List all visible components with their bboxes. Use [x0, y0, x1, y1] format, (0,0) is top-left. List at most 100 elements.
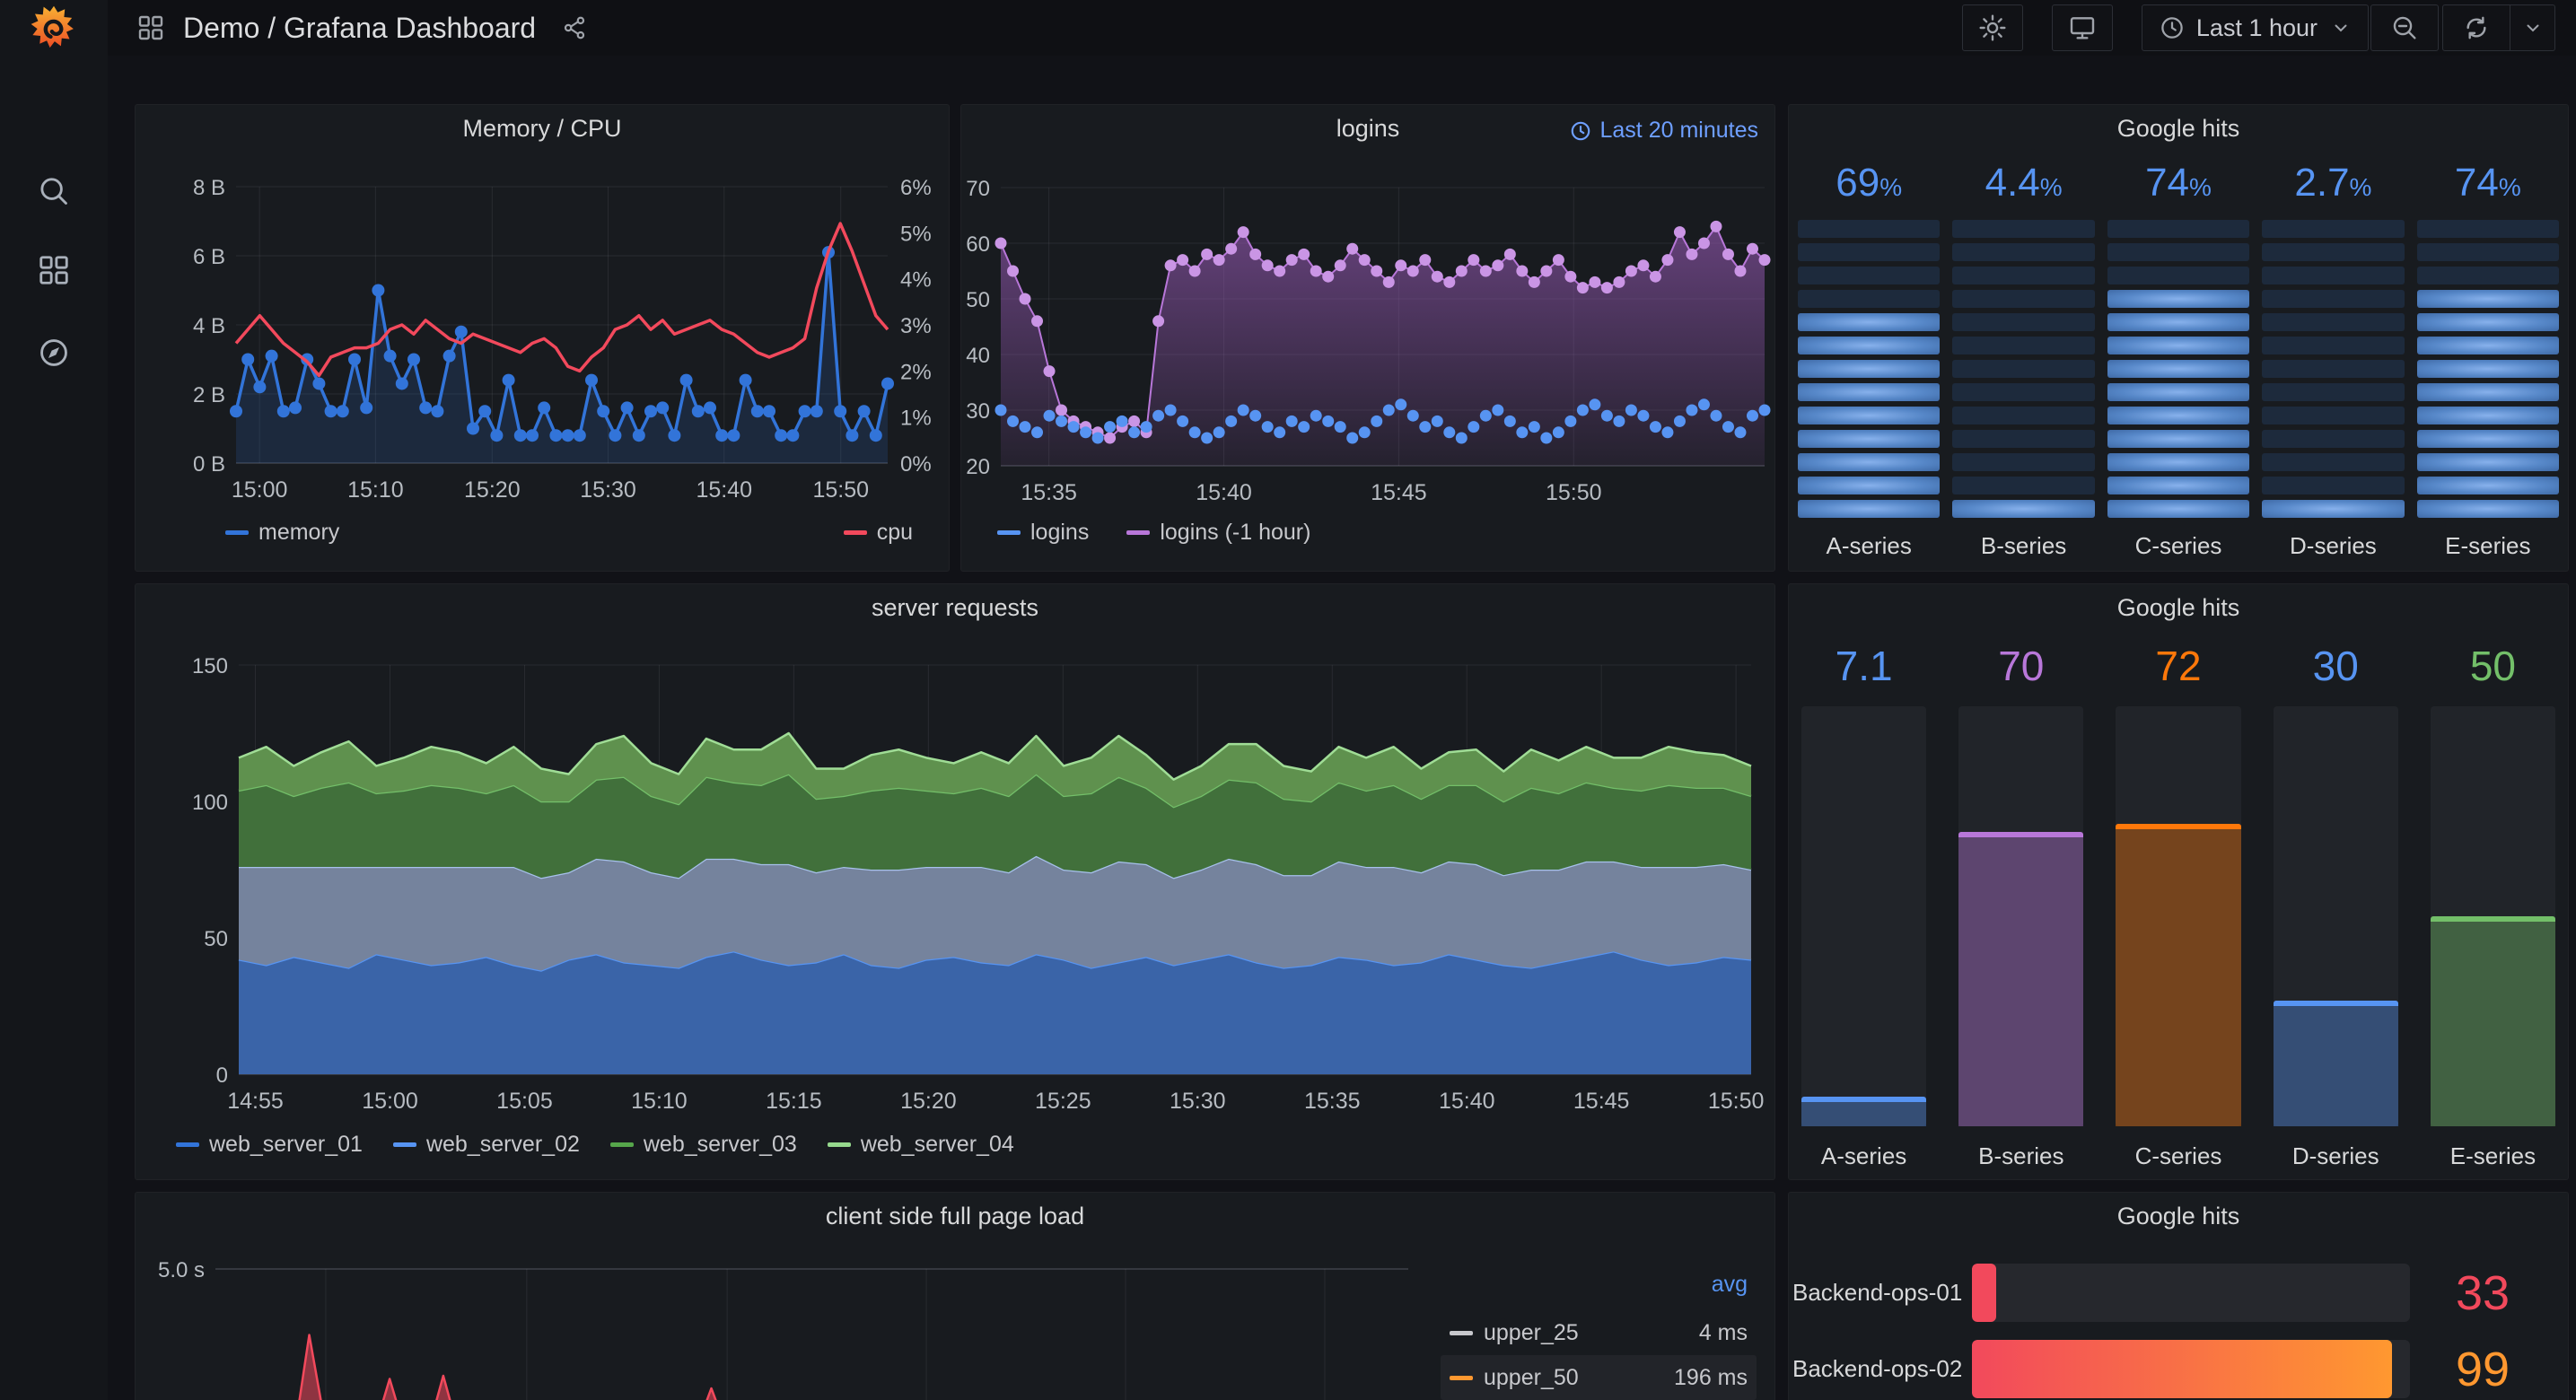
- panel-title[interactable]: logins: [1336, 114, 1400, 142]
- tv-mode-button[interactable]: [2051, 4, 2113, 51]
- bar-value: 72: [2155, 643, 2202, 689]
- svg-text:15:00: 15:00: [232, 477, 288, 503]
- dashboards-button[interactable]: [0, 237, 108, 303]
- svg-text:60: 60: [966, 232, 990, 257]
- legend-item-web-server-04[interactable]: web_server_04: [827, 1132, 1014, 1158]
- legend-item-web-server-01[interactable]: web_server_01: [176, 1132, 363, 1158]
- gauge-cell: [1798, 500, 1941, 518]
- legend-row-upper-50[interactable]: upper_50 196 ms: [1441, 1355, 1757, 1400]
- panel-title[interactable]: Google hits: [2116, 1202, 2240, 1229]
- svg-text:15:20: 15:20: [900, 1089, 957, 1114]
- gauge-cell: [1798, 383, 1941, 401]
- panel-title[interactable]: Memory / CPU: [462, 114, 622, 142]
- memory-cpu-chart[interactable]: 0 B 2 B 4 B 6 B 8 B 0% 1% 2% 3% 4% 5% 6% 15:00 15:10 1…: [136, 105, 951, 573]
- share-icon: [564, 16, 585, 39]
- gauge-cells: [1952, 220, 2095, 518]
- legend-item-logins[interactable]: logins: [997, 520, 1089, 546]
- svg-text:2%: 2%: [900, 360, 932, 384]
- svg-text:0: 0: [216, 1063, 228, 1088]
- grafana-logo[interactable]: [0, 4, 108, 55]
- gauge-cell: [2107, 453, 2250, 471]
- refresh-button-group: [2442, 4, 2555, 51]
- svg-text:15:40: 15:40: [1196, 480, 1252, 505]
- bar-value: 70: [1998, 643, 2045, 689]
- bar-label: C-series: [2134, 1142, 2222, 1169]
- legend-item-web-server-03[interactable]: web_server_03: [609, 1132, 797, 1158]
- dashboard-settings-button[interactable]: [1961, 4, 2023, 51]
- panel-title[interactable]: server requests: [871, 593, 1039, 621]
- bar-label: A-series: [1820, 1142, 1907, 1169]
- gauge-cell: [2416, 383, 2560, 401]
- share-button[interactable]: [561, 14, 588, 41]
- panel-time-override: Last 20 minutes: [1569, 118, 1758, 144]
- svg-text:15:50: 15:50: [1546, 480, 1602, 505]
- gauge-cell: [2416, 360, 2560, 378]
- legend-item-logins-prev[interactable]: logins (-1 hour): [1126, 520, 1310, 546]
- gauge-cells: [1798, 220, 1941, 518]
- gauge-cell: [2107, 290, 2250, 308]
- gauge-cell: [1798, 337, 1941, 354]
- svg-text:15:15: 15:15: [766, 1089, 822, 1114]
- logins-chart[interactable]: 20 30 40 50 60 70 15:35 15:40 15:45 15:50: [961, 105, 1776, 573]
- gauge-cell: [1952, 477, 2095, 494]
- gauge-cell: [2416, 267, 2560, 284]
- refresh-button[interactable]: [2442, 4, 2510, 51]
- bar-fill: [1958, 832, 2084, 1126]
- gauge-cell: [1952, 383, 2095, 401]
- refresh-interval-dropdown[interactable]: [2510, 4, 2555, 51]
- svg-text:15:35: 15:35: [1304, 1089, 1361, 1114]
- legend-item-cpu[interactable]: cpu: [843, 520, 913, 546]
- bar-fill: [2273, 1000, 2398, 1126]
- legend-item-memory[interactable]: memory: [225, 520, 339, 546]
- svg-text:100: 100: [192, 791, 228, 815]
- gauge-cell: [2262, 383, 2405, 401]
- gauge-label: C-series: [2134, 532, 2222, 559]
- gauge-cell: [2107, 243, 2250, 261]
- explore-button[interactable]: [0, 319, 108, 386]
- zoom-out-button[interactable]: [2370, 4, 2439, 51]
- panel-title[interactable]: Google hits: [2116, 114, 2240, 142]
- gauge-label: E-series: [2445, 532, 2531, 559]
- gauge-cells: [2107, 220, 2250, 518]
- gauge-column: 69% A-series: [1798, 161, 1941, 560]
- gauge-cell: [2262, 407, 2405, 424]
- bar-column: 30 D-series: [2273, 642, 2398, 1170]
- server-requests-chart[interactable]: 0 50 100 150 14:55 15:00 15:05 15:10 15:15 15:20 1…: [136, 584, 1776, 1181]
- gauge-cell: [2262, 430, 2405, 448]
- gauge-row-label: Backend-ops-01: [1792, 1279, 1963, 1306]
- legend-item-web-server-02[interactable]: web_server_02: [392, 1132, 580, 1158]
- panel-title[interactable]: Google hits: [2116, 593, 2240, 621]
- panel-title[interactable]: client side full page load: [825, 1202, 1085, 1229]
- gauge-cell: [2107, 220, 2250, 238]
- gauge-cell: [2107, 383, 2250, 401]
- gauge-row: Backend-ops-02 99: [1792, 1340, 2555, 1398]
- svg-text:15:30: 15:30: [580, 477, 636, 503]
- legend-avg-header[interactable]: avg: [1711, 1272, 1748, 1297]
- gauge-track: [1972, 1264, 2410, 1322]
- svg-text:50: 50: [966, 288, 990, 312]
- svg-text:15:00: 15:00: [362, 1089, 418, 1114]
- grid-icon: [39, 256, 68, 284]
- gauge-column: 74% E-series: [2416, 161, 2560, 560]
- gauge-cell: [2416, 477, 2560, 494]
- bar-gauge-lcd: 69% A-series 4.4% B-series 74% C-series 2.7% D-…: [1798, 161, 2560, 560]
- gauge-cell: [1798, 290, 1941, 308]
- dashboard-title[interactable]: Demo / Grafana Dashboard: [183, 11, 537, 44]
- panel-logins: logins Last 20 minutes 20 30 40 50 60 70 15:35…: [960, 104, 1775, 572]
- gauge-cell: [1798, 313, 1941, 331]
- svg-text:14:55: 14:55: [227, 1089, 284, 1114]
- bar-fill: [2116, 824, 2241, 1126]
- chevron-down-icon: [2335, 24, 2347, 32]
- gauge-cell: [2107, 500, 2250, 518]
- svg-text:15:45: 15:45: [1371, 480, 1427, 505]
- gauge-cell: [1952, 500, 2095, 518]
- search-button[interactable]: [0, 158, 108, 224]
- legend-row-upper-25[interactable]: upper_25 4 ms: [1441, 1310, 1757, 1355]
- bar-track: [2430, 706, 2556, 1126]
- svg-text:15:25: 15:25: [1035, 1089, 1091, 1114]
- gauge-label: B-series: [1980, 532, 2067, 559]
- gauge-cell: [1798, 360, 1941, 378]
- gauge-cell: [2416, 430, 2560, 448]
- gauge-label: D-series: [2290, 532, 2377, 559]
- time-range-picker[interactable]: Last 1 hour: [2141, 4, 2369, 51]
